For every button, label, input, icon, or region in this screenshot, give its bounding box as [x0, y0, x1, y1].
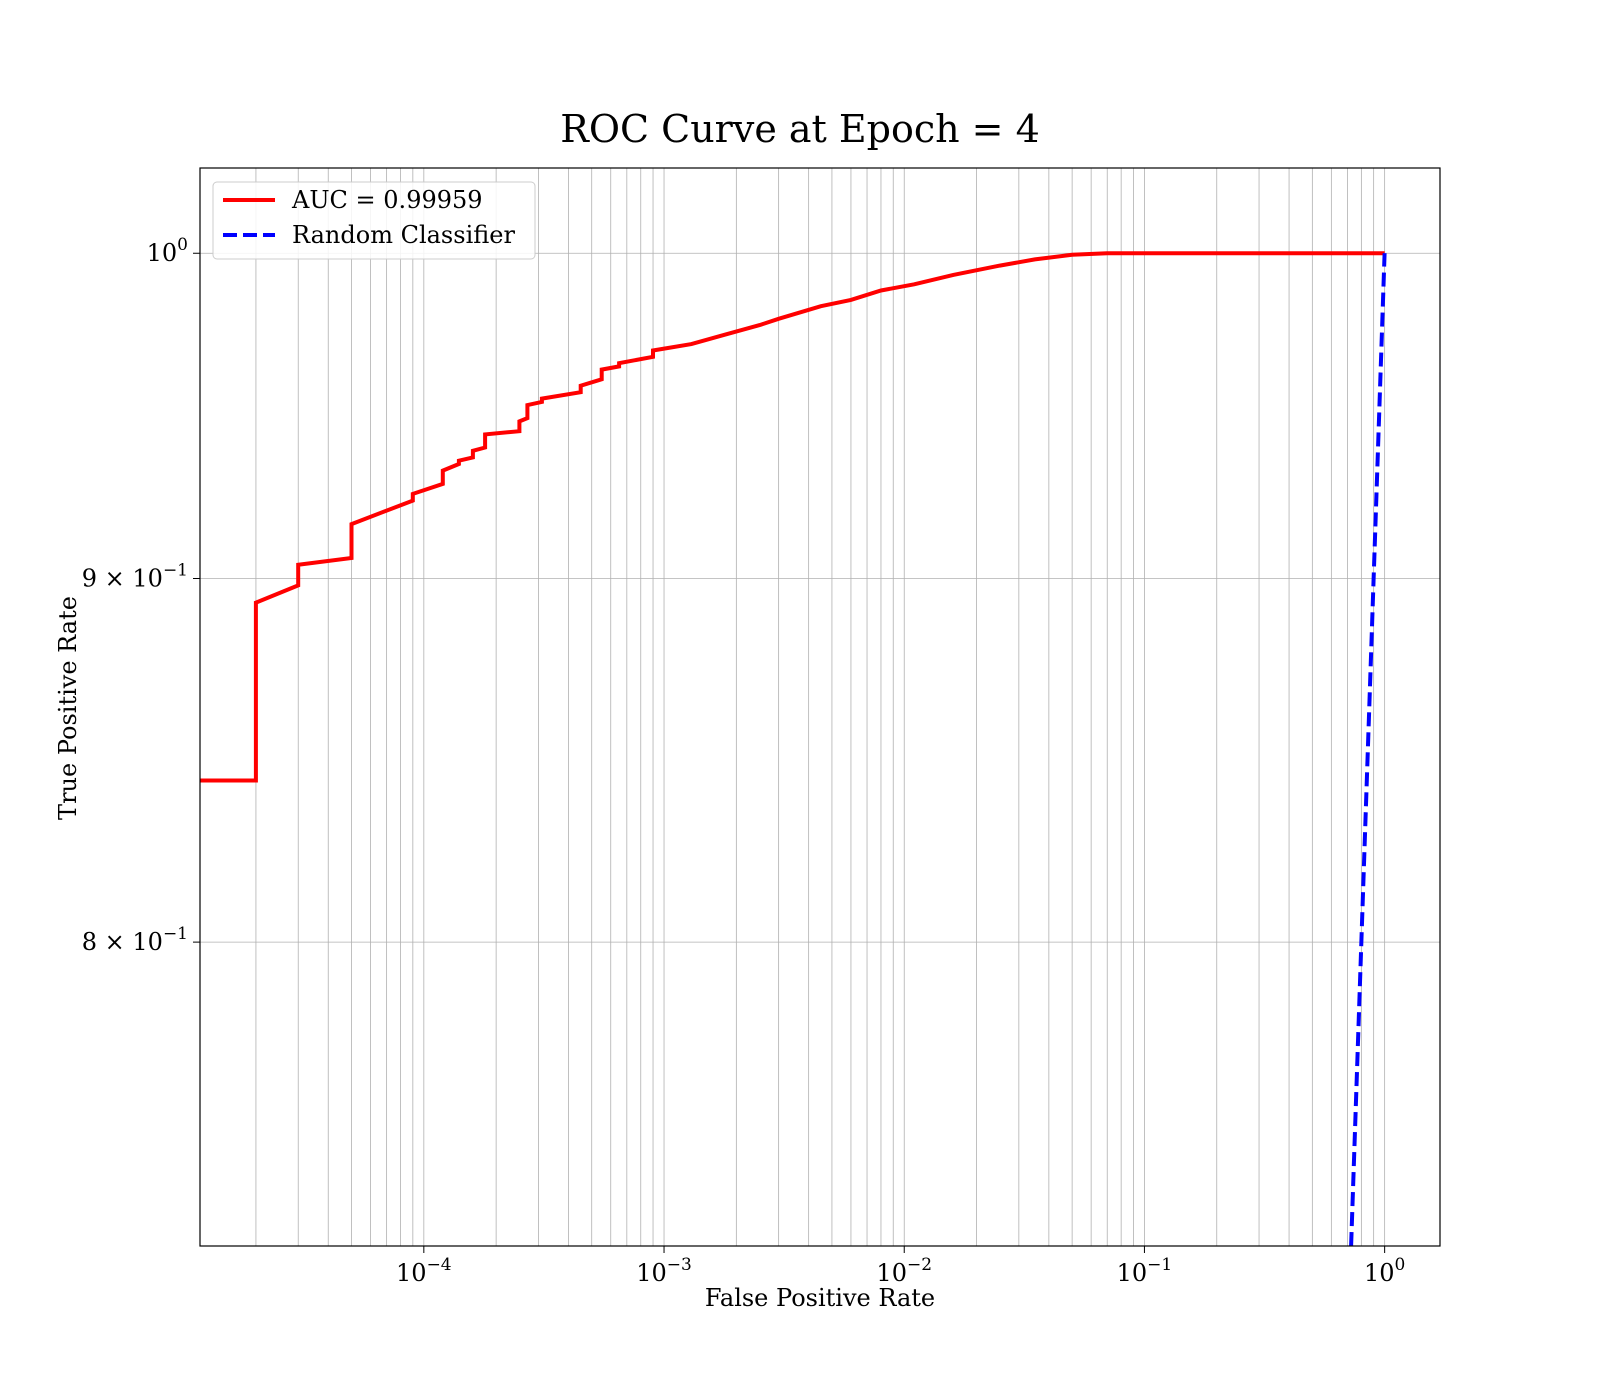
plot-area-frame: [199, 167, 1441, 1247]
series-line-auc: [200, 251, 1385, 783]
grid: [200, 168, 1440, 1246]
legend-frame: [212, 181, 536, 260]
y-axis-label: True Positive Rate: [54, 596, 82, 820]
series-line-random-classifier: [1349, 253, 1387, 1247]
x-axis-label: False Positive Rate: [705, 1284, 935, 1312]
legend-label-random-classifier: Random Classifier: [292, 221, 515, 249]
legend-label-auc: AUC = 0.99959: [291, 186, 483, 214]
x-tick-label: 100: [1364, 1255, 1405, 1287]
y-tick-label: 9 × 10−1: [82, 561, 188, 593]
y-tick-label: 100: [147, 235, 188, 267]
x-tick-label: 10−3: [636, 1255, 692, 1287]
series-layer: [200, 251, 1387, 1247]
tick-labels: 10−4 10−3 10−2 10−1 100 100 9 × 10−1 8 × 10−1: [82, 235, 1406, 1287]
legend: AUC = 0.99959 Random Classifier: [212, 181, 536, 260]
x-tick-label: 10−2: [876, 1255, 932, 1287]
x-tick-label: 10−1: [1117, 1255, 1173, 1287]
y-tick-label: 8 × 10−1: [82, 924, 188, 956]
x-tick-label: 10−4: [396, 1255, 452, 1287]
chart-title: ROC Curve at Epoch = 4: [560, 107, 1040, 151]
